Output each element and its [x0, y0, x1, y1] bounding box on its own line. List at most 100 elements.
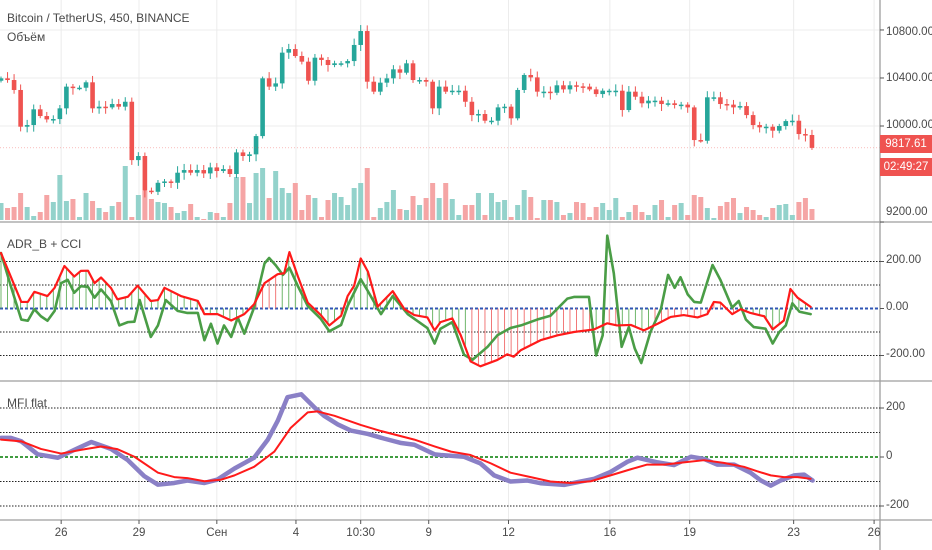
volume-bar — [24, 207, 30, 220]
volume-bar — [31, 216, 37, 220]
volume-bar — [672, 205, 678, 220]
candle-body — [103, 106, 108, 109]
volume-bar — [645, 215, 651, 220]
time-axis-label: Сен — [206, 527, 228, 539]
candle-body — [384, 78, 390, 83]
candle-body — [116, 104, 122, 107]
candle-body — [633, 91, 638, 97]
last-price-tag: 9817.61 — [880, 135, 932, 153]
volume-bar — [83, 193, 89, 220]
candle-body — [404, 63, 409, 73]
candle-body — [345, 61, 350, 64]
candle-body — [502, 106, 507, 109]
candle-body — [796, 120, 802, 135]
volume-bar — [547, 200, 553, 220]
volume-bar — [763, 217, 769, 220]
candle-body — [0, 78, 4, 81]
candle-body — [332, 63, 337, 66]
candle-body — [750, 115, 756, 126]
candle-body — [286, 49, 292, 53]
candle-body — [548, 91, 553, 94]
volume-bar — [802, 198, 808, 220]
candle-body — [181, 170, 187, 173]
time-axis-label: 26 — [867, 527, 881, 539]
candle-body — [626, 91, 632, 111]
candle-body — [587, 86, 592, 90]
volume-bar — [403, 210, 409, 220]
volume-bar — [475, 193, 481, 220]
volume-bar — [567, 213, 573, 220]
candle-body — [809, 135, 815, 148]
candle-body — [528, 74, 534, 78]
volume-bar — [430, 183, 436, 220]
mfi-red-line — [0, 410, 812, 484]
volume-bar — [279, 188, 285, 220]
candle-body — [469, 101, 475, 116]
volume-bar — [96, 208, 102, 220]
candle-body — [711, 97, 717, 99]
candle-body — [358, 31, 363, 45]
volume-bar — [5, 208, 11, 220]
volume-bar — [90, 201, 96, 220]
time-axis-label: 29 — [132, 527, 146, 539]
volume-bar — [462, 205, 468, 220]
volume-bar — [521, 190, 527, 220]
candle-body — [776, 126, 782, 131]
candle-body — [364, 31, 370, 82]
mfi-axis-label: 0 — [886, 450, 893, 462]
volume-bar — [188, 204, 194, 220]
volume-bar — [325, 200, 331, 220]
volume-bar — [469, 205, 475, 220]
volume-bar — [619, 217, 625, 220]
candle-body — [312, 57, 318, 81]
volume-bar — [639, 212, 645, 220]
candle-body — [417, 80, 422, 82]
volume-bar — [423, 198, 429, 220]
volume-bar — [809, 209, 815, 220]
volume-bar — [155, 202, 161, 220]
volume-bar — [266, 198, 272, 220]
volume-legend: Объём — [7, 30, 46, 44]
candle-body — [240, 152, 246, 157]
candle-body — [64, 86, 69, 109]
volume-bar — [750, 210, 756, 220]
volume-bar — [201, 219, 207, 220]
volume-bar — [554, 202, 560, 220]
candle-body — [378, 82, 383, 92]
volume-bar — [515, 205, 521, 220]
volume-bar — [632, 205, 638, 220]
candle-body — [18, 89, 23, 127]
candle-body — [391, 69, 396, 79]
candle-body — [37, 109, 43, 117]
time-axis-label: 4 — [292, 527, 300, 539]
volume-bar — [247, 203, 253, 220]
volume-bar — [50, 202, 56, 220]
candle-body — [652, 100, 658, 103]
candle-body — [109, 104, 115, 108]
volume-bar — [135, 195, 141, 220]
volume-bar — [456, 215, 462, 220]
candle-body — [665, 103, 671, 105]
volume-bar — [489, 193, 494, 220]
candle-body — [57, 108, 63, 120]
volume-bar — [541, 200, 547, 220]
candle-body — [293, 49, 298, 57]
volume-bar — [318, 217, 324, 220]
adr-axis-label: 200.00 — [886, 254, 922, 266]
adr-axis-label: -200.00 — [886, 348, 926, 360]
time-axis-label: 12 — [502, 527, 515, 539]
volume-bar — [175, 213, 181, 220]
volume-bar — [717, 206, 723, 220]
candle-body — [685, 104, 690, 108]
volume-bar — [495, 202, 501, 220]
candle-body — [90, 82, 95, 109]
volume-bar — [783, 204, 789, 220]
bar-countdown-tag: 02:49:27 — [880, 158, 932, 176]
volume-bar — [502, 200, 508, 220]
mfi-legend: MFI flat — [7, 396, 48, 410]
volume-bar — [162, 203, 167, 220]
candle-body — [763, 126, 769, 129]
candle-body — [639, 96, 645, 104]
candle-body — [718, 97, 723, 105]
